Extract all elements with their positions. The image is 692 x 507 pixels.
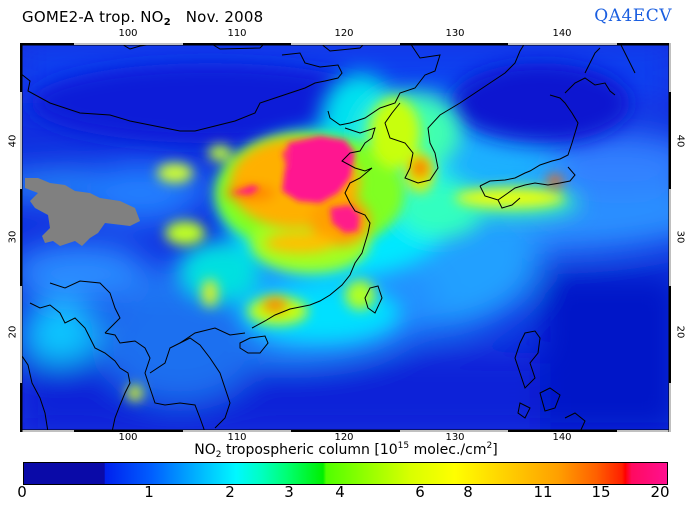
colorbar — [23, 462, 668, 485]
colorbar-title: NO2 tropospheric column [1015 molec./cm2… — [0, 441, 692, 460]
colorbar-tick: 15 — [591, 483, 611, 501]
lat-label: 30 — [7, 230, 19, 244]
frame-ticks — [20, 43, 671, 432]
lat-label: 20 — [674, 325, 686, 339]
title-date: Nov. 2008 — [185, 8, 264, 26]
brand-label: QA4ECV — [594, 6, 672, 26]
cb-title-end: ] — [492, 442, 498, 458]
lat-label: 30 — [674, 230, 686, 244]
colorbar-tick: 0 — [17, 483, 27, 501]
cb-title-text: NO — [194, 442, 216, 458]
lon-label: 100 — [118, 432, 138, 443]
lon-label: 100 — [118, 28, 138, 39]
title-subscript: 2 — [163, 17, 171, 28]
cb-title-unit-sup: 2 — [486, 441, 493, 451]
lon-label: 130 — [445, 28, 465, 39]
cb-title-sub: 2 — [215, 450, 222, 460]
lon-label: 110 — [227, 28, 247, 39]
lon-label: 140 — [552, 432, 572, 443]
lon-label: 140 — [552, 28, 572, 39]
lon-label: 130 — [445, 432, 465, 443]
lat-label: 40 — [674, 134, 686, 148]
map-title: GOME2-A trop. NO2 Nov. 2008 — [22, 8, 263, 28]
colorbar-tick: 20 — [650, 483, 670, 501]
colorbar-tick: 2 — [225, 483, 235, 501]
cb-title-unit: molec./cm — [409, 442, 487, 458]
cb-title-mid: tropospheric column [10 — [221, 442, 398, 458]
lon-label: 120 — [334, 28, 354, 39]
lon-label: 110 — [227, 432, 247, 443]
lat-label: 40 — [7, 134, 19, 148]
colorbar-tick: 4 — [335, 483, 345, 501]
cb-title-sup: 15 — [397, 441, 410, 451]
lon-label: 120 — [334, 432, 354, 443]
colorbar-tick: 3 — [284, 483, 294, 501]
title-text: GOME2-A trop. NO — [22, 8, 164, 26]
lat-label: 20 — [7, 325, 19, 339]
colorbar-tick: 1 — [144, 483, 154, 501]
colorbar-tick: 6 — [415, 483, 425, 501]
no2-field — [20, 43, 671, 432]
colorbar-tick: 11 — [533, 483, 553, 501]
missing-data-region — [25, 178, 140, 246]
no2-map — [20, 43, 671, 432]
colorbar-tick: 8 — [463, 483, 473, 501]
